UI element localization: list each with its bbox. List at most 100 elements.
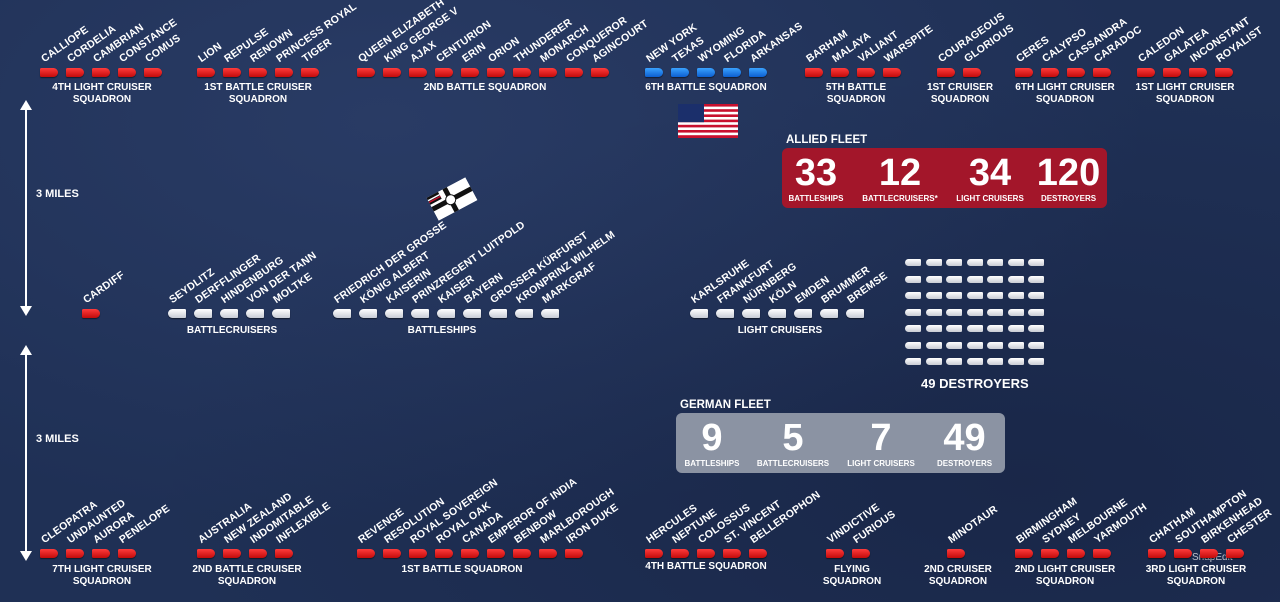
destroyer-marker (1007, 341, 1024, 349)
ship-marker-von-der-tann (246, 309, 264, 318)
squadron-label: 7TH LIGHT CRUISER SQUADRON (52, 564, 152, 587)
squadron-label: BATTLESHIPS (407, 325, 477, 336)
ship-marker-kaiserin (385, 309, 403, 318)
stat-number: 7 (870, 416, 892, 459)
ship-marker-new-zealand (223, 549, 241, 558)
ship-marker-moltke (272, 309, 290, 318)
german-stat-battleships: 9 BATTLESHIPS (676, 413, 748, 473)
destroyer-marker (987, 308, 1003, 316)
destroyer-marker (966, 325, 983, 332)
arrow-up-icon (20, 345, 32, 355)
stat-label: BATTLESHIPS (788, 193, 844, 203)
ship-marker-centurion (435, 68, 453, 77)
squadron-label: 2ND LIGHT CRUISER SQUADRON (1014, 564, 1116, 587)
ship-marker-hindenburg (220, 309, 238, 318)
ship-marker-hercules (645, 549, 663, 558)
ship-marker-new-york (645, 68, 663, 77)
ship-marker-courageous (937, 68, 955, 77)
ship-marker-bellerophon (749, 549, 767, 558)
ship-marker-benbow (513, 549, 531, 558)
ship-marker-valiant (857, 68, 875, 77)
ship-marker-royal-sovereign (409, 549, 427, 558)
squadron-label: 6TH BATTLE SQUADRON (645, 82, 767, 93)
ship-marker-emden (794, 309, 812, 318)
german-imperial-ensign-icon (426, 177, 478, 221)
ship-marker-australia (197, 549, 215, 558)
ship-marker-glorious (963, 68, 981, 77)
destroyer-marker (966, 275, 983, 283)
ship-marker-monarch (539, 68, 557, 77)
ship-marker-ceres (1015, 68, 1033, 77)
ship-marker-queen-elizabeth (357, 68, 375, 77)
destroyer-marker (1007, 275, 1024, 283)
destroyer-marker (966, 341, 983, 349)
squadron-label: 4TH LIGHT CRUISER SQUADRON (52, 82, 152, 105)
ship-marker-bremse (846, 309, 864, 318)
ship-marker-brummer (820, 309, 838, 318)
ship-marker-prinzregent-luitpold (411, 309, 429, 318)
ship-marker-karlsruhe (690, 309, 708, 318)
ship-marker-kaiser (437, 309, 455, 318)
ship-marker-neptune (671, 549, 689, 558)
ship-marker-aurora (92, 549, 110, 558)
allied-stat-battlecruisers: 12 BATTLECRUISERS* (850, 148, 950, 208)
ship-marker-frankfurt (716, 309, 734, 318)
ship-marker-chatham (1148, 549, 1166, 558)
destroyer-marker (987, 259, 1003, 266)
allied-stat-light-cruisers: 34 LIGHT CRUISERS (950, 148, 1030, 208)
destroyer-marker (987, 292, 1003, 299)
destroyer-marker (925, 358, 942, 365)
destroyer-marker (987, 358, 1003, 365)
stat-label: DESTROYERS (936, 458, 993, 468)
ship-marker-chester (1226, 549, 1244, 558)
ship-marker-agincourt (591, 68, 609, 77)
stat-label: LIGHT CRUISERS (956, 193, 1024, 203)
squadron-label: 5TH BATTLE SQUADRON (825, 82, 887, 105)
arrow-down-icon (20, 306, 32, 316)
ship-marker-lion (197, 68, 215, 77)
ship-marker-arkansas (749, 68, 767, 77)
stat-number: 120 (1036, 151, 1101, 194)
stat-label: BATTLECRUISERS (756, 458, 830, 468)
ship-marker-princess-royal (275, 68, 293, 77)
destroyer-marker (946, 341, 962, 349)
squadron-label: 1ST BATTLE CRUISER SQUADRON (204, 82, 312, 105)
ship-marker-grosser-k-rfurst (489, 309, 507, 318)
ship-marker-caledon (1137, 68, 1155, 77)
ship-marker-penelope (118, 549, 136, 558)
ship-marker-calypso (1041, 68, 1059, 77)
ship-marker-derfflinger (194, 309, 212, 318)
ship-marker-royalist (1215, 68, 1233, 77)
ship-marker-markgraf (541, 309, 559, 318)
arrow-up-icon (20, 100, 32, 110)
ship-marker-seydlitz (168, 309, 186, 318)
allied-stat-destroyers: 120 DESTROYERS (1030, 148, 1107, 208)
ship-marker-minotaur (947, 549, 965, 558)
destroyer-marker (905, 259, 921, 266)
destroyer-marker (1007, 259, 1024, 266)
ship-marker-calliope (40, 68, 58, 77)
distance-label-bottom: 3 MILES (36, 433, 79, 445)
allied-fleet-stats: 33 BATTLESHIPS 12 BATTLECRUISERS* 34 LIG… (782, 148, 1107, 208)
destroyer-marker (1007, 292, 1024, 299)
ship-marker-florida (723, 68, 741, 77)
ship-marker-renown (249, 68, 267, 77)
ship-marker-birmingham (1015, 549, 1033, 558)
ship-marker-k-nig-albert (359, 309, 377, 318)
ship-marker-erin (461, 68, 479, 77)
stat-number: 5 (782, 416, 804, 459)
ship-marker-thunderer (513, 68, 531, 77)
destroyer-marker (946, 292, 962, 299)
stat-number: 34 (968, 151, 1012, 194)
ship-marker-texas (671, 68, 689, 77)
stat-label: BATTLECRUISERS* (862, 193, 938, 203)
destroyer-marker (966, 308, 983, 316)
ship-marker-constance (118, 68, 136, 77)
ship-marker-orion (487, 68, 505, 77)
ship-marker-cleopatra (40, 549, 58, 558)
stat-number: 9 (701, 416, 723, 459)
destroyer-marker (1028, 325, 1044, 332)
ship-marker-canada (461, 549, 479, 558)
ship-marker-cambrian (92, 68, 110, 77)
ship-marker-cardiff (82, 309, 100, 318)
